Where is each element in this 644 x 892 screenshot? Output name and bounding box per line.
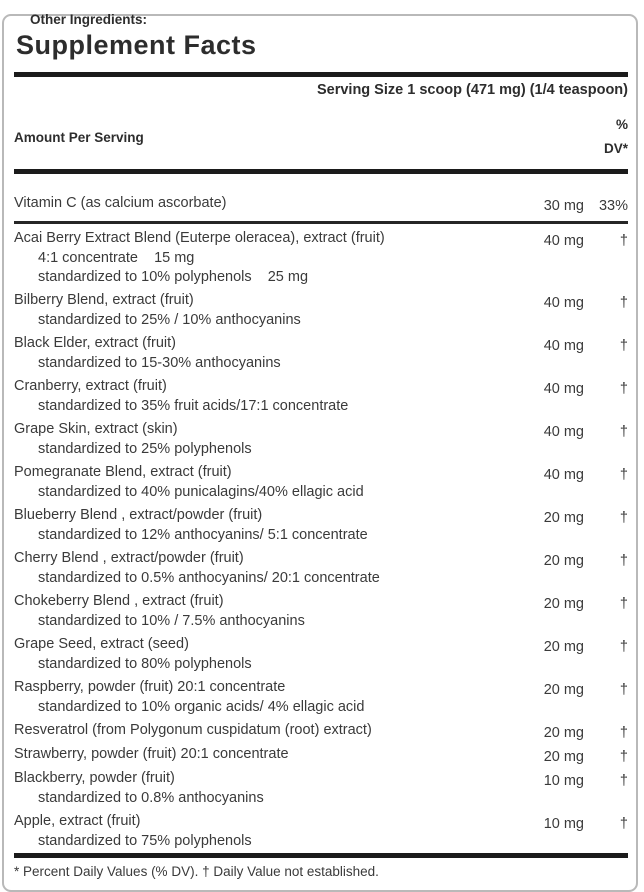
ingredient-row: Raspberry, powder (fruit) 20:1 concentra… <box>14 679 628 698</box>
ingredient-amount: 40 mg <box>543 381 584 397</box>
ingredient-row: Grape Seed, extract (seed) 20 mg † <box>14 636 628 655</box>
ingredient-name: Acai Berry Extract Blend (Euterpe olerac… <box>14 230 385 246</box>
column-header-row: Amount Per Serving % DV* <box>14 113 628 161</box>
ingredient-amount: 20 mg <box>543 553 584 569</box>
ingredient-dv: † <box>619 639 628 655</box>
ingredient-dv: † <box>619 682 628 698</box>
ingredient-dv: † <box>619 295 628 311</box>
ingredient-row: Strawberry, powder (fruit) 20:1 concentr… <box>14 746 628 765</box>
ingredient-dv: † <box>619 816 628 832</box>
ingredient-amount: 40 mg <box>543 424 584 440</box>
other-ingredients-label: Other Ingredients: <box>30 12 148 27</box>
ingredient-row: Cranberry, extract (fruit) 40 mg † <box>14 378 628 397</box>
ingredient-name: Vitamin C (as calcium ascorbate) <box>14 195 227 211</box>
ingredient-sub-line: standardized to 80% polyphenols <box>38 656 252 672</box>
ingredient-name: Blueberry Blend , extract/powder (fruit) <box>14 507 263 523</box>
ingredient-sub-line: standardized to 35% fruit acids/17:1 con… <box>38 398 349 414</box>
ingredient-row: Cherry Blend , extract/powder (fruit) 20 … <box>14 550 628 569</box>
thick-rule-bottom <box>14 853 628 858</box>
ingredient-row: Bilberry Blend, extract (fruit) 40 mg † <box>14 292 628 311</box>
ingredient-name: Cranberry, extract (fruit) <box>14 378 167 394</box>
ingredient-name: Cherry Blend , extract/powder (fruit) <box>14 550 244 566</box>
ingredient-amount: 40 mg <box>543 467 584 483</box>
ingredient-sub-line: standardized to 0.5% anthocyanins/ 20:1 … <box>38 570 380 586</box>
thick-rule-top <box>14 72 628 77</box>
ingredient-name: Grape Seed, extract (seed) <box>14 636 189 652</box>
ingredient-row: Black Elder, extract (fruit) 40 mg † <box>14 335 628 354</box>
ingredient-dv: † <box>619 596 628 612</box>
ingredient-row: Pomegranate Blend, extract (fruit) 40 mg † <box>14 464 628 483</box>
ingredient-name: Chokeberry Blend , extract (fruit) <box>14 593 224 609</box>
ingredient-amount: 20 mg <box>543 639 584 655</box>
ingredient-sub-line: standardized to 25% polyphenols <box>38 441 252 457</box>
supplement-facts-panel: Supplement Facts Serving Size 1 scoop (4… <box>2 14 638 892</box>
daily-value-footnote: * Percent Daily Values (% DV). † Daily V… <box>14 864 379 879</box>
ingredient-amount: 20 mg <box>543 725 584 741</box>
ingredient-sub-line: standardized to 0.8% anthocyanins <box>38 790 264 806</box>
ingredient-amount: 30 mg <box>543 198 584 214</box>
thick-rule-header <box>14 169 628 174</box>
ingredient-amount: 10 mg <box>543 816 584 832</box>
ingredient-row: Blueberry Blend , extract/powder (fruit)… <box>14 507 628 526</box>
percent-dv-header: % DV* <box>604 113 628 161</box>
ingredient-sub-line: standardized to 75% polyphenols <box>38 833 252 849</box>
ingredient-row: Blackberry, powder (fruit) 10 mg † <box>14 770 628 789</box>
percent-dv-header-line1: % <box>615 117 628 132</box>
ingredient-dv: † <box>619 725 628 741</box>
amount-per-serving-header: Amount Per Serving <box>14 129 144 145</box>
serving-size-text: Serving Size 1 scoop (471 mg) (1/4 teasp… <box>316 82 628 98</box>
ingredient-name: Black Elder, extract (fruit) <box>14 335 176 351</box>
ingredient-row: Vitamin C (as calcium ascorbate) 30 mg 33% <box>14 195 628 224</box>
ingredient-dv: † <box>619 424 628 440</box>
ingredient-sub-line: standardized to 10% polyphenols 25 mg <box>38 269 309 285</box>
ingredient-sub-line: standardized to 25% / 10% anthocyanins <box>38 312 301 328</box>
ingredient-amount: 40 mg <box>543 295 584 311</box>
ingredient-rows: Vitamin C (as calcium ascorbate) 30 mg 33%… <box>14 195 628 849</box>
ingredient-row: Resveratrol (from Polygonum cuspidatum (… <box>14 722 628 741</box>
ingredient-row: Grape Skin, extract (skin) 40 mg † <box>14 421 628 440</box>
ingredient-dv: 33% <box>598 198 628 214</box>
ingredient-amount: 20 mg <box>543 749 584 765</box>
ingredient-dv: † <box>619 773 628 789</box>
ingredient-sub-line: standardized to 10% organic acids/ 4% el… <box>38 699 365 715</box>
ingredient-sub-line: standardized to 15-30% anthocyanins <box>38 355 281 371</box>
ingredient-amount: 20 mg <box>543 510 584 526</box>
ingredient-dv: † <box>619 338 628 354</box>
ingredient-name: Apple, extract (fruit) <box>14 813 141 829</box>
ingredient-name: Resveratrol (from Polygonum cuspidatum (… <box>14 722 372 738</box>
ingredient-name: Blackberry, powder (fruit) <box>14 770 175 786</box>
ingredient-amount: 40 mg <box>543 233 584 249</box>
ingredient-amount: 20 mg <box>543 596 584 612</box>
ingredient-sub-line: 4:1 concentrate 15 mg <box>38 250 195 266</box>
panel-title: Supplement Facts <box>16 30 257 60</box>
ingredient-dv: † <box>619 749 628 765</box>
ingredient-name: Bilberry Blend, extract (fruit) <box>14 292 194 308</box>
ingredient-sub-line: standardized to 40% punicalagins/40% ell… <box>38 484 364 500</box>
ingredient-row: Acai Berry Extract Blend (Euterpe olerac… <box>14 230 628 249</box>
ingredient-row: Chokeberry Blend , extract (fruit) 20 mg † <box>14 593 628 612</box>
ingredient-name: Raspberry, powder (fruit) 20:1 concentra… <box>14 679 286 695</box>
ingredient-dv: † <box>619 553 628 569</box>
ingredient-row: Apple, extract (fruit) 10 mg † <box>14 813 628 832</box>
ingredient-sub-line: standardized to 10% / 7.5% anthocyanins <box>38 613 305 629</box>
ingredient-name: Pomegranate Blend, extract (fruit) <box>14 464 232 480</box>
ingredient-amount: 20 mg <box>543 682 584 698</box>
ingredient-dv: † <box>619 381 628 397</box>
ingredient-sub-line: standardized to 12% anthocyanins/ 5:1 co… <box>38 527 368 543</box>
ingredient-amount: 10 mg <box>543 773 584 789</box>
ingredient-dv: † <box>619 233 628 249</box>
ingredient-name: Grape Skin, extract (skin) <box>14 421 178 437</box>
percent-dv-header-line2: DV* <box>603 141 628 156</box>
ingredient-name: Strawberry, powder (fruit) 20:1 concentr… <box>14 746 289 762</box>
ingredient-amount: 40 mg <box>543 338 584 354</box>
ingredient-dv: † <box>619 467 628 483</box>
ingredient-dv: † <box>619 510 628 526</box>
